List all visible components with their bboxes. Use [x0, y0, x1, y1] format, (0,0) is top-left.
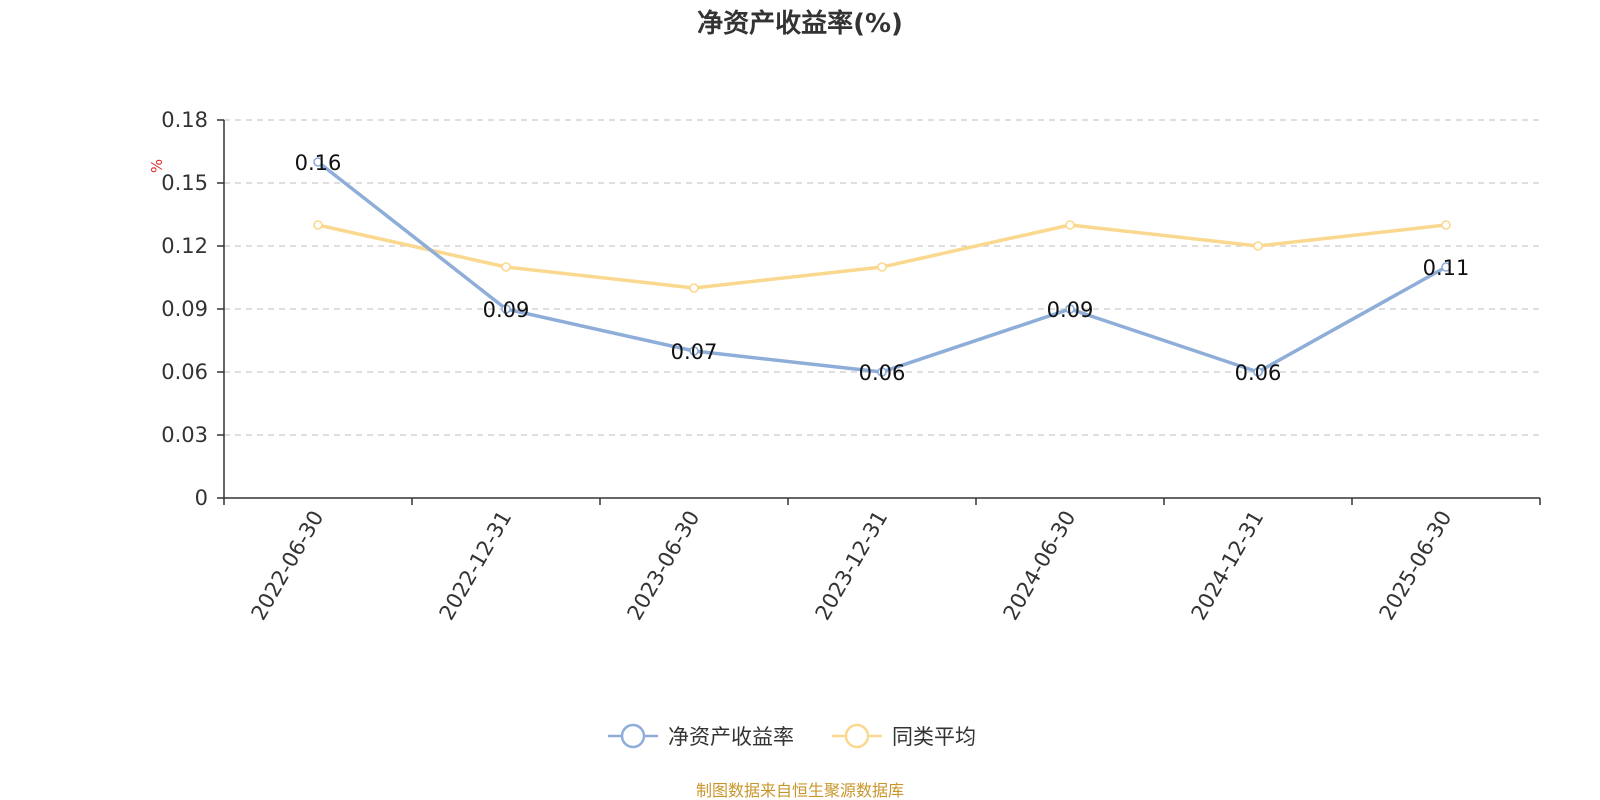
legend: 净资产收益率 同类平均 — [608, 723, 976, 749]
data-label: 0.06 — [1235, 361, 1282, 385]
x-tick-label: 2025-06-30 — [1375, 507, 1457, 625]
data-point — [1441, 262, 1451, 272]
data-point — [877, 262, 887, 272]
data-point — [501, 304, 511, 314]
y-tick-label: 0.12 — [161, 234, 208, 258]
data-point — [1253, 241, 1263, 251]
x-tick-label: 2022-06-30 — [247, 507, 329, 625]
data-label: 0.09 — [1047, 298, 1094, 322]
y-tick-label: 0 — [195, 486, 208, 510]
source-note: 制图数据来自恒生聚源数据库 — [696, 781, 904, 800]
x-tick-label: 2024-12-31 — [1187, 507, 1269, 625]
data-label: 0.16 — [295, 151, 342, 175]
y-axis-unit: % — [148, 159, 166, 173]
series-line — [317, 223, 1447, 290]
data-point — [689, 346, 699, 356]
chart-title: 净资产收益率(%) — [697, 8, 903, 39]
y-tick-label: 0.15 — [161, 171, 208, 195]
y-tick-label: 0.03 — [161, 423, 208, 447]
data-label: 0.09 — [483, 298, 530, 322]
data-point — [313, 220, 323, 230]
data-point — [1065, 304, 1075, 314]
x-tick-label: 2023-12-31 — [811, 507, 893, 625]
data-point — [501, 262, 511, 272]
data-point — [1441, 220, 1451, 230]
data-label: 0.06 — [859, 361, 906, 385]
legend-marker-icon — [844, 723, 870, 749]
legend-marker-icon — [620, 723, 646, 749]
data-point — [313, 157, 323, 167]
data-point — [1065, 220, 1075, 230]
legend-label: 净资产收益率 — [668, 725, 794, 749]
y-tick-label: 0.18 — [161, 108, 208, 132]
data-point — [877, 367, 887, 377]
y-tick-label: 0.09 — [161, 297, 208, 321]
data-label: 0.07 — [671, 340, 718, 364]
data-point — [689, 283, 699, 293]
data-label: 0.11 — [1423, 256, 1470, 280]
y-tick-label: 0.06 — [161, 360, 208, 384]
x-tick-label: 2024-06-30 — [999, 507, 1081, 625]
x-tick-label: 2022-12-31 — [435, 507, 517, 625]
data-point — [1253, 367, 1263, 377]
legend-label: 同类平均 — [892, 725, 976, 749]
x-tick-label: 2023-06-30 — [623, 507, 705, 625]
